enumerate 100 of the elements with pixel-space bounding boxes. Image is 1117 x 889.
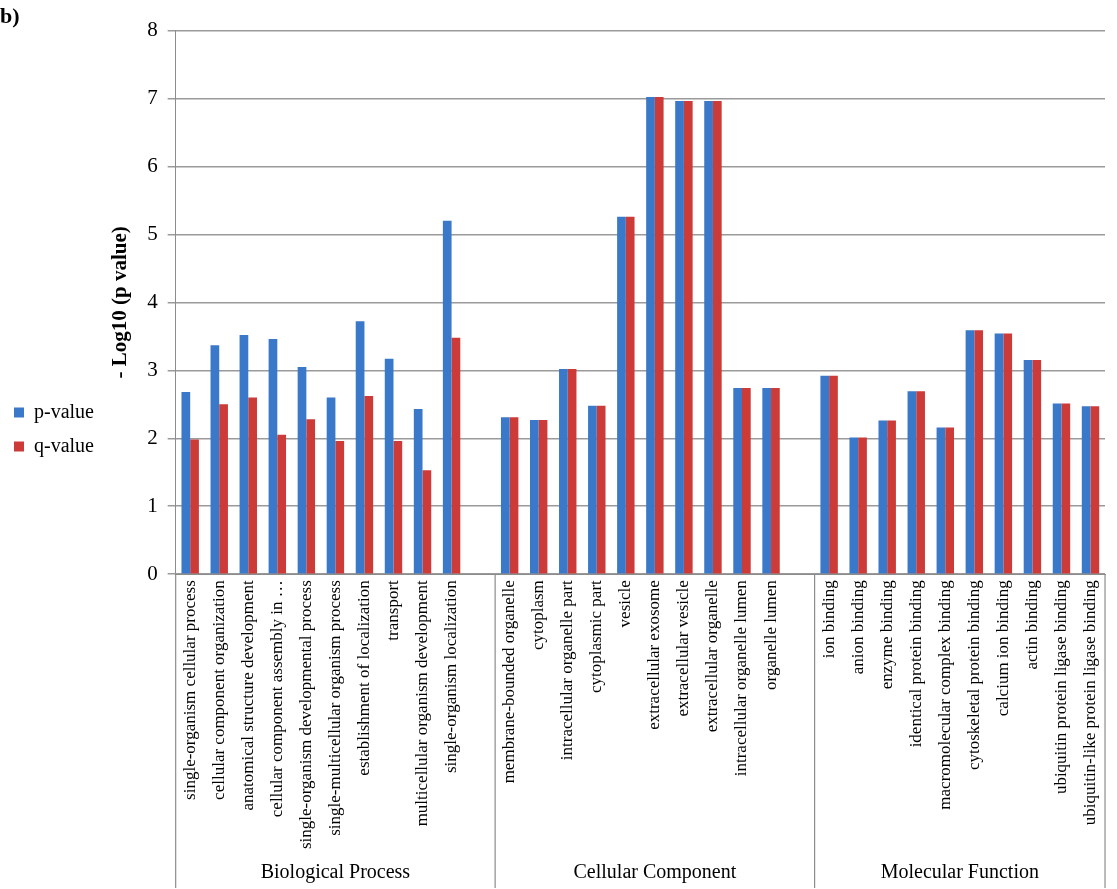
text: Cellular Component <box>573 860 737 884</box>
bar <box>326 397 336 574</box>
bar <box>559 368 568 574</box>
bar <box>625 216 635 574</box>
x-tick-label: actin binding <box>1021 579 1041 670</box>
x-tick-label: transport <box>382 579 402 641</box>
bar <box>181 392 191 574</box>
x-tick-label: single-organism cellular process <box>179 580 199 800</box>
bar <box>654 97 664 574</box>
bar <box>442 220 452 574</box>
x-tick-label: anatomical structure development <box>237 579 257 811</box>
bar <box>297 366 307 574</box>
y-tick-label: 6 <box>147 152 158 177</box>
y-tick-label: 5 <box>147 220 158 245</box>
bar <box>268 339 278 574</box>
bar <box>239 334 249 574</box>
bar <box>1061 403 1071 574</box>
bar <box>1081 406 1091 574</box>
bar <box>210 345 220 574</box>
x-tick-label: ubiquitin protein ligase binding <box>1050 579 1070 795</box>
y-tick-label: 0 <box>147 560 158 585</box>
bar <box>596 405 606 574</box>
bar <box>1052 403 1062 574</box>
bar <box>277 434 287 574</box>
text: Molecular Function <box>880 860 1039 883</box>
bar <box>712 101 722 574</box>
bar <box>393 440 403 574</box>
x-tick-label: calcium ion binding <box>992 579 1012 717</box>
bar <box>683 101 693 574</box>
y-tick-label: 8 <box>147 16 158 41</box>
bar <box>567 368 577 574</box>
x-tick-label: intracellular organelle lumen <box>731 579 751 777</box>
bar <box>306 419 316 574</box>
bar <box>1003 333 1013 574</box>
x-tick-label: establishment of localization <box>353 579 373 776</box>
x-tick-label: cellular component organization <box>208 579 228 800</box>
legend-label: p-value <box>34 399 95 423</box>
x-tick-label: extracellular exosome <box>644 580 664 730</box>
bar <box>364 396 374 574</box>
text: Biological Process <box>260 860 411 884</box>
bar <box>646 97 655 574</box>
bar <box>675 101 684 574</box>
bar <box>771 387 780 574</box>
bar <box>994 333 1004 574</box>
x-tick-label: cytoskeletal protein binding <box>963 579 983 771</box>
x-tick-label: cytoplasm <box>528 580 548 651</box>
bar <box>858 437 867 574</box>
bar <box>965 330 975 574</box>
bar <box>704 101 713 574</box>
y-tick-label: 7 <box>147 84 158 109</box>
bar <box>829 375 838 574</box>
bar <box>974 330 984 574</box>
bar <box>248 397 257 574</box>
x-tick-label: single-multicellular organism process <box>324 580 344 836</box>
bar <box>190 439 199 574</box>
bar <box>936 427 946 574</box>
bar <box>742 387 751 574</box>
bar <box>1023 360 1033 574</box>
bar <box>509 417 519 574</box>
y-tick-label: 1 <box>147 492 158 517</box>
legend-label: q-value <box>34 433 95 457</box>
x-tick-label: single-organism developmental process <box>295 580 315 850</box>
x-tick-label: extracellular vesicle <box>673 580 693 717</box>
bar <box>762 387 772 574</box>
bar <box>355 321 365 574</box>
bar <box>733 387 742 574</box>
x-tick-label: macromolecular complex binding <box>934 579 954 810</box>
bar <box>451 337 461 574</box>
x-tick-label: ion binding <box>818 579 838 659</box>
bar <box>887 420 896 574</box>
bar <box>538 419 548 574</box>
chart-title: b) <box>0 2 20 28</box>
x-tick-label: ubiquitin-like protein ligase binding <box>1079 579 1099 826</box>
bar <box>413 409 423 574</box>
bar <box>529 419 539 574</box>
x-tick-label: single-organism localization <box>441 579 461 773</box>
y-tick-label: 3 <box>147 356 158 381</box>
bar <box>335 440 345 574</box>
bar <box>849 437 859 574</box>
y-axis-title: - Log10 (p value) <box>106 226 131 379</box>
x-tick-label: cellular component assembly in … <box>266 580 286 818</box>
x-tick-label: vesicle <box>615 580 635 628</box>
bar <box>617 216 626 574</box>
bar <box>1032 360 1042 574</box>
bar <box>916 391 925 574</box>
y-tick-label: 2 <box>147 424 158 449</box>
bar <box>588 405 597 574</box>
bar <box>1090 406 1100 574</box>
bar <box>907 391 917 574</box>
bar <box>878 420 888 574</box>
y-tick-label: 4 <box>147 288 159 313</box>
x-tick-label: cytoplasmic part <box>586 579 606 694</box>
bar <box>945 427 955 574</box>
bar <box>500 417 510 574</box>
x-tick-label: extracellular organelle <box>702 580 722 733</box>
bar <box>422 470 432 574</box>
x-tick-label: organelle lumen <box>760 579 780 690</box>
x-tick-label: identical protein binding <box>905 579 925 748</box>
x-tick-label: multicellular organism development <box>412 579 431 827</box>
x-tick-label: intracellular organelle part <box>557 579 577 761</box>
